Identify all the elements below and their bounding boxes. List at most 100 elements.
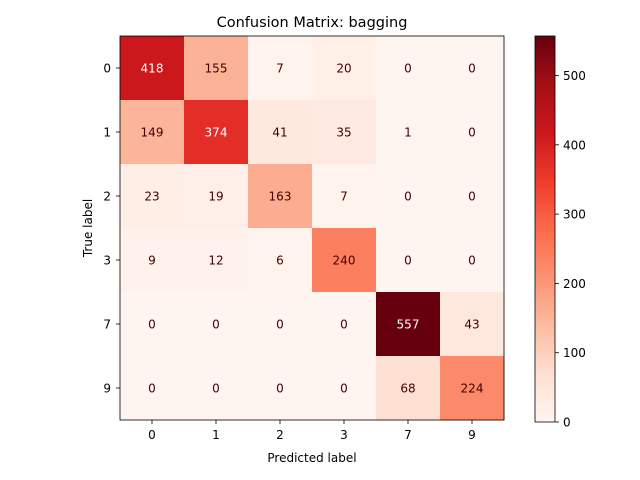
y-tick-label: 0 (103, 62, 111, 76)
cell-value-label: 0 (148, 318, 156, 332)
colorbar-tick-label: 200 (563, 277, 586, 291)
colorbar-tick-label: 300 (563, 208, 586, 222)
heatmap-cell (184, 100, 249, 165)
cell-value-label: 418 (141, 62, 164, 76)
heatmap-cell (312, 100, 377, 165)
cell-value-label: 155 (205, 62, 228, 76)
heatmap-cell (120, 228, 185, 293)
x-tick-label: 3 (340, 428, 348, 442)
cell-value-label: 0 (340, 318, 348, 332)
heatmap-cell (184, 356, 249, 421)
heatmap-cells (120, 36, 505, 421)
y-tick-label: 1 (103, 126, 111, 140)
cell-value-label: 1 (404, 126, 412, 140)
x-tick-label: 9 (468, 428, 476, 442)
cell-value-label: 0 (340, 382, 348, 396)
heatmap-cell (440, 292, 505, 357)
heatmap-cell (184, 292, 249, 357)
heatmap-cell (440, 100, 505, 165)
cell-value-label: 149 (141, 126, 164, 140)
cell-value-label: 0 (276, 382, 284, 396)
cell-value-label: 0 (276, 318, 284, 332)
heatmap-cell (376, 36, 441, 101)
x-axis-ticks: 0 1 2 3 7 9 (148, 420, 476, 442)
heatmap-cell (312, 356, 377, 421)
heatmap-cell (248, 100, 313, 165)
heatmap-cell (248, 228, 313, 293)
chart-title: Confusion Matrix: bagging (217, 15, 408, 31)
heatmap-cell (312, 164, 377, 229)
cell-value-label: 12 (208, 254, 223, 268)
colorbar-tick-label: 0 (563, 416, 571, 430)
heatmap-cell (120, 356, 185, 421)
cell-value-label: 0 (404, 190, 412, 204)
x-tick-label: 2 (276, 428, 284, 442)
heatmap-cell (248, 36, 313, 101)
heatmap-cell (376, 100, 441, 165)
cell-value-label: 0 (404, 254, 412, 268)
cell-value-label: 0 (212, 318, 220, 332)
plot-frame (119, 35, 505, 421)
heatmap-cell (440, 36, 505, 101)
heatmap-cell (120, 164, 185, 229)
cell-value-label: 557 (397, 318, 420, 332)
heatmap-cell (184, 36, 249, 101)
cell-value-label: 374 (205, 126, 228, 140)
heatmap-cell (120, 292, 185, 357)
cell-value-label: 9 (148, 254, 156, 268)
cell-value-label: 19 (208, 190, 223, 204)
cell-value-label: 0 (468, 254, 476, 268)
cell-value-label: 0 (468, 190, 476, 204)
x-tick-label: 0 (148, 428, 156, 442)
heatmap-cell (440, 228, 505, 293)
cell-value-label: 68 (400, 382, 415, 396)
cell-value-label: 240 (333, 254, 356, 268)
heatmap-cell (376, 356, 441, 421)
heatmap-cell (312, 228, 377, 293)
heatmap-cell (184, 164, 249, 229)
colorbar (534, 35, 556, 423)
x-axis-label: Predicted label (267, 451, 356, 465)
cell-value-label: 0 (468, 126, 476, 140)
cell-value-label: 20 (336, 62, 351, 76)
heatmap-cell (312, 292, 377, 357)
colorbar-tick-label: 100 (563, 346, 586, 360)
y-tick-label: 3 (103, 254, 111, 268)
heatmap-cell (120, 100, 185, 165)
colorbar-tick-label: 500 (563, 69, 586, 83)
cell-value-label: 0 (212, 382, 220, 396)
cell-value-label: 43 (464, 318, 479, 332)
cell-value-label: 0 (404, 62, 412, 76)
colorbar-ticks: 0 100 200 300 400 500 (555, 69, 586, 430)
cell-value-label: 6 (276, 254, 284, 268)
y-axis-ticks: 0 1 2 3 7 9 (103, 62, 120, 396)
cell-value-label: 0 (148, 382, 156, 396)
x-tick-label: 7 (404, 428, 412, 442)
heatmap-cell (376, 292, 441, 357)
cell-value-label: 224 (461, 382, 484, 396)
heatmap-cell (184, 228, 249, 293)
heatmap-cell (248, 292, 313, 357)
cell-value-label: 41 (272, 126, 287, 140)
cell-value-label: 163 (269, 190, 292, 204)
heatmap-cell (376, 228, 441, 293)
cell-value-label: 23 (144, 190, 159, 204)
heatmap-cell (440, 164, 505, 229)
y-tick-label: 9 (103, 382, 111, 396)
heatmap-cell (248, 356, 313, 421)
heatmap-cell-labels: 418 155 7 20 0 0 149 374 41 35 1 0 23 19 163 7 0 0 9 12 6 240… (141, 62, 484, 396)
heatmap-cell (120, 36, 185, 101)
y-tick-label: 2 (103, 190, 111, 204)
x-tick-label: 1 (212, 428, 220, 442)
cell-value-label: 0 (468, 62, 476, 76)
heatmap-cell (440, 356, 505, 421)
heatmap-cell (376, 164, 441, 229)
cell-value-label: 7 (276, 62, 284, 76)
cell-value-label: 7 (340, 190, 348, 204)
y-axis-label: True label (81, 199, 95, 258)
y-tick-label: 7 (103, 318, 111, 332)
heatmap-cell (312, 36, 377, 101)
heatmap-cell (248, 164, 313, 229)
cell-value-label: 35 (336, 126, 351, 140)
